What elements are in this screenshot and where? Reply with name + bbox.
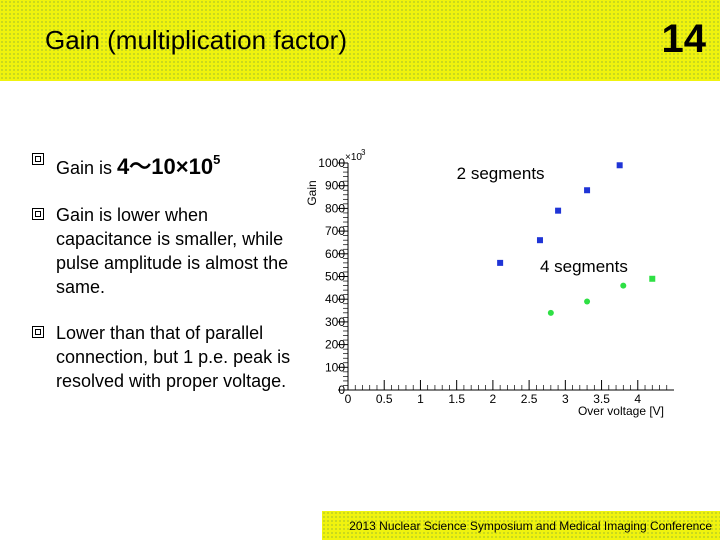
- x-axis-label: Over voltage [V]: [578, 404, 664, 418]
- y-tick-label: 800: [325, 201, 345, 215]
- data-point-series-0: [497, 259, 504, 266]
- x-tick-label: 2: [490, 392, 497, 406]
- y-tick-label: 1000: [318, 156, 345, 170]
- bullet-gain-range: Gain is 4～10×105: [30, 148, 295, 180]
- bullet-gain-prefix: Gain is: [56, 158, 113, 178]
- header-bar: Gain (multiplication factor) 14: [0, 0, 720, 81]
- x-tick-label: 2.5: [521, 392, 538, 406]
- data-point-series-0: [584, 187, 591, 194]
- bullet-gain-exponent: 5: [213, 152, 221, 167]
- bullet-gain-range-value: 4～10×10: [117, 154, 214, 179]
- x-tick-label: 0: [345, 392, 352, 406]
- square-bullet-icon: [32, 153, 44, 165]
- y-tick-label: 0: [338, 383, 345, 397]
- page-number: 14: [661, 17, 707, 61]
- data-point-series-2: [649, 275, 656, 282]
- y-tick-label: 900: [325, 179, 345, 193]
- y-axis-multiplier-exponent: 3: [361, 148, 366, 157]
- slide-title: Gain (multiplication factor): [45, 25, 347, 55]
- bullet-capacitance-text: Gain is lower when capacitance is smalle…: [56, 205, 289, 297]
- y-tick-label: 600: [325, 247, 345, 261]
- data-point-series-0: [555, 207, 562, 214]
- data-point-series-0: [536, 237, 543, 244]
- y-axis-multiplier: ×10: [345, 152, 362, 163]
- y-tick-label: 200: [325, 338, 345, 352]
- x-tick-label: 3: [562, 392, 569, 406]
- data-point-series-1: [584, 298, 591, 305]
- x-tick-label: 1.5: [448, 392, 465, 406]
- y-axis-label: Gain: [305, 180, 319, 205]
- bullet-parallel: Lower than that of parallel connection, …: [30, 321, 295, 393]
- y-tick-label: 700: [325, 224, 345, 238]
- y-tick-label: 100: [325, 360, 345, 374]
- bullet-list: Gain is 4～10×105 Gain is lower when capa…: [30, 148, 295, 393]
- gain-chart: 0 100 200 300 400 500 600 700 800 900 1000 0 0.5 1 1.5…: [305, 148, 674, 418]
- bullet-parallel-text: Lower than that of parallel connection, …: [56, 323, 291, 391]
- data-point-series-1: [547, 309, 554, 316]
- y-tick-label: 300: [325, 315, 345, 329]
- series-label-2-segments: 2 segments: [457, 164, 545, 183]
- square-bullet-icon: [32, 326, 44, 338]
- x-tick-label: 1: [417, 392, 424, 406]
- data-point-series-0: [616, 162, 623, 169]
- x-tick-label: 0.5: [376, 392, 393, 406]
- footer-bar: 2013 Nuclear Science Symposium and Medic…: [322, 511, 720, 540]
- y-tick-label: 400: [325, 292, 345, 306]
- series-label-4-segments: 4 segments: [540, 257, 628, 276]
- footer-conference-name: 2013 Nuclear Science Symposium and Medic…: [349, 519, 712, 533]
- bullet-capacitance: Gain is lower when capacitance is smalle…: [30, 203, 295, 299]
- square-bullet-icon: [32, 208, 44, 220]
- x-tick-label: 4: [634, 392, 641, 406]
- y-tick-label: 500: [325, 270, 345, 284]
- data-point-series-1: [620, 282, 627, 289]
- x-tick-label: 3.5: [593, 392, 610, 406]
